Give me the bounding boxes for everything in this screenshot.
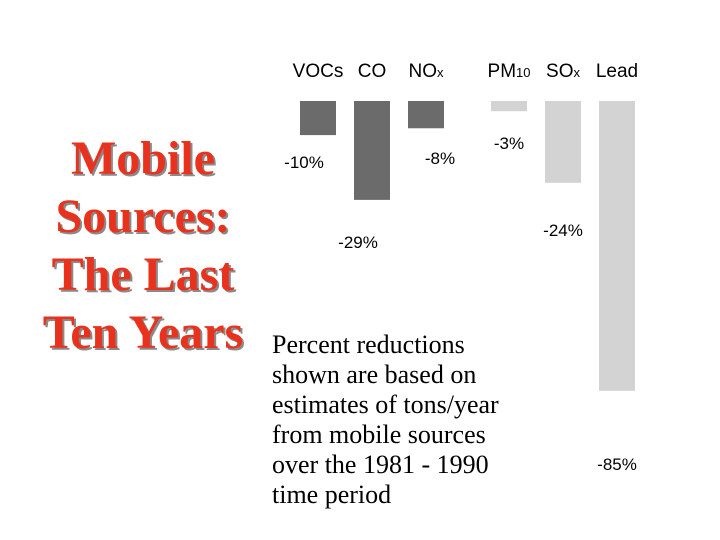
value-label: -24% <box>543 221 583 240</box>
footnote-line: over the 1981 - 1990 <box>272 450 489 479</box>
title-line: Ten Years <box>42 306 244 359</box>
slide-title: Mobile Sources: The Last Ten Years <box>14 130 272 362</box>
category-label: PM10 <box>488 61 531 82</box>
category-label: CO <box>358 61 387 82</box>
bar-no <box>408 101 444 129</box>
footnote-line: Percent reductions <box>272 330 465 359</box>
title-line: Mobile <box>71 132 215 185</box>
footnote-line: estimates of tons/year <box>272 390 499 419</box>
title-line: The Last <box>51 248 235 301</box>
bar-co <box>354 101 390 200</box>
value-label: -3% <box>494 134 524 153</box>
value-label: -29% <box>338 233 378 252</box>
footnote-line: from mobile sources <box>272 420 486 449</box>
bar-vocs <box>300 101 336 136</box>
category-label: SOx <box>546 61 580 82</box>
footnote: Percent reductions shown are based on es… <box>272 330 562 510</box>
bar-so <box>545 101 581 183</box>
value-label: -85% <box>597 455 637 474</box>
footnote-line: shown are based on <box>272 360 477 389</box>
value-label: -8% <box>425 149 455 168</box>
bar-lead <box>599 101 635 391</box>
value-label: -10% <box>284 153 324 172</box>
footnote-line: time period <box>272 480 392 509</box>
bar-pm <box>491 101 527 112</box>
category-label: NOx <box>409 61 445 82</box>
category-label: Lead <box>596 61 638 82</box>
category-label: VOCs <box>293 61 344 82</box>
title-line: Sources: <box>55 190 231 243</box>
